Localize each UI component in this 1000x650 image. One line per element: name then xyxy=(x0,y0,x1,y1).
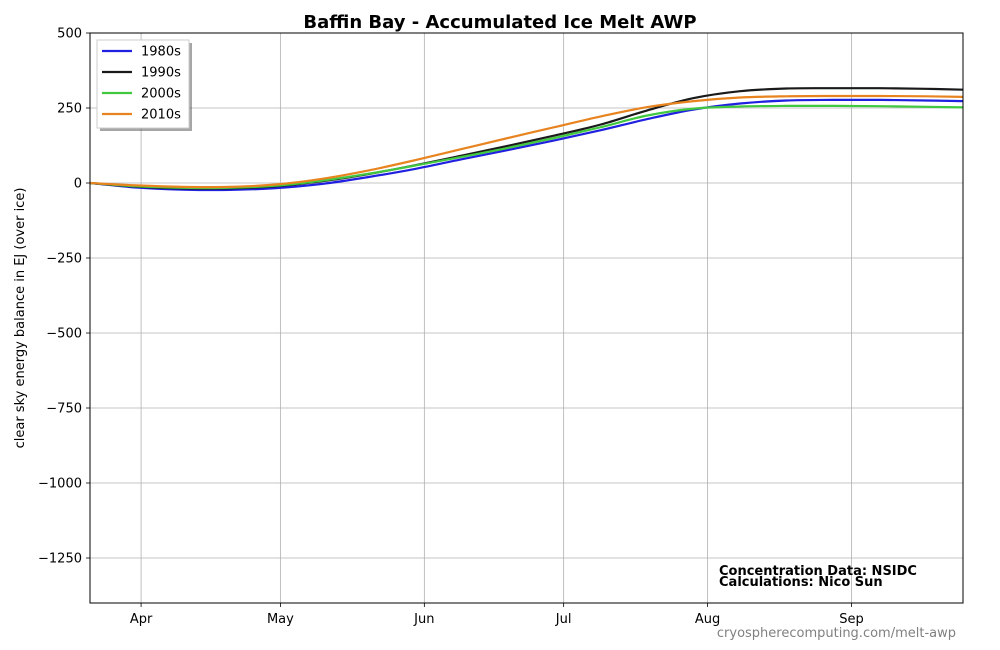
legend-label-2000s: 2000s xyxy=(141,87,181,102)
watermark: cryospherecomputing.com/melt-awp xyxy=(717,626,956,641)
legend-label-1990s: 1990s xyxy=(141,66,181,81)
x-tick-label: Sep xyxy=(839,612,864,627)
x-axis: Apr May Jun Jul Aug Sep xyxy=(130,603,864,627)
series-line-1980s xyxy=(89,98,964,192)
annotation-calculations: Calculations: Nico Sun xyxy=(719,575,883,590)
plot-frame xyxy=(89,32,964,604)
chart-title: Baffin Bay - Accumulated Ice Melt AWP xyxy=(303,12,696,33)
legend-label-1980s: 1980s xyxy=(141,45,181,60)
x-tick-label: Apr xyxy=(130,612,153,627)
y-tick-label: −1000 xyxy=(38,477,82,492)
series-line-1990s xyxy=(89,87,964,190)
legend-label-2010s: 2010s xyxy=(141,108,181,123)
annotation-data-source: Concentration Data: NSIDC xyxy=(719,564,917,579)
y-tick-label: 250 xyxy=(57,102,82,117)
y-tick-label: −750 xyxy=(46,402,82,417)
series-line-2010s xyxy=(89,94,964,189)
grid xyxy=(90,32,963,603)
y-axis-label: clear sky energy balance in EJ (over ice… xyxy=(13,188,28,449)
y-tick-label: 0 xyxy=(74,177,82,192)
y-tick-label: −250 xyxy=(46,252,82,267)
y-tick-label: 500 xyxy=(57,27,82,42)
y-axis: 500 250 0 −250 −500 −750 −1000 −1250 xyxy=(38,27,90,567)
legend: 1980s 1990s 2000s 2010s xyxy=(96,39,192,131)
x-tick-label: Aug xyxy=(695,612,720,627)
series-lines xyxy=(89,87,964,192)
x-tick-label: May xyxy=(267,612,294,627)
y-tick-label: −500 xyxy=(46,327,82,342)
y-tick-label: −1250 xyxy=(38,552,82,567)
x-tick-label: Jul xyxy=(555,612,572,627)
x-tick-label: Jun xyxy=(413,612,434,627)
